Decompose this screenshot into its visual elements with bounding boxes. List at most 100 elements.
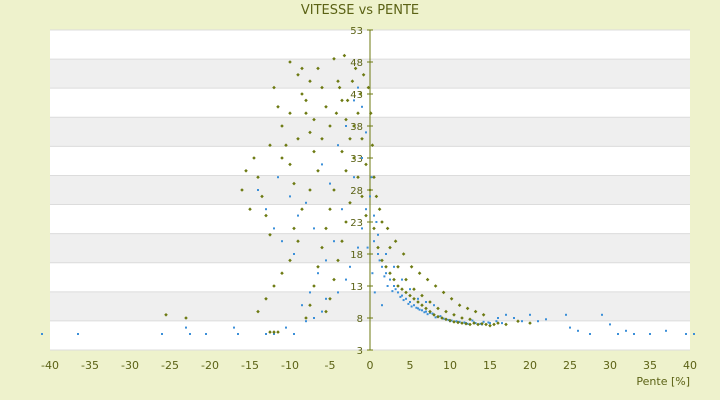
data-point-series-2 <box>292 181 296 186</box>
data-point-series-2 <box>473 309 478 314</box>
data-point-series-1 <box>345 278 347 281</box>
data-point-series-1 <box>417 307 419 310</box>
data-point-series-1 <box>321 310 323 313</box>
data-point-series-1 <box>301 304 303 307</box>
data-point-series-1 <box>425 310 427 313</box>
data-point-series-1 <box>397 291 399 294</box>
data-point-series-1 <box>337 144 339 147</box>
data-point-series-1 <box>417 297 419 300</box>
data-point-series-2 <box>332 188 336 192</box>
data-point-series-2 <box>480 321 484 326</box>
data-point-series-1 <box>373 240 375 243</box>
data-point-series-2 <box>328 207 332 211</box>
data-point-series-1 <box>482 320 485 323</box>
data-point-series-2 <box>260 194 264 199</box>
data-point-series-2 <box>268 233 272 237</box>
y-tick-label: 53 <box>350 26 363 37</box>
data-point-series-2 <box>449 297 454 301</box>
data-point-series-1 <box>495 320 498 323</box>
y-tick-label: 38 <box>350 122 363 133</box>
data-point-series-2 <box>376 245 380 250</box>
data-point-series-2 <box>324 105 328 109</box>
data-point-series-1 <box>365 131 367 134</box>
data-point-series-1 <box>329 182 331 185</box>
data-point-series-1 <box>393 265 395 268</box>
data-point-series-1 <box>489 322 491 325</box>
data-point-series-1 <box>439 315 442 318</box>
data-point-series-2 <box>366 85 371 90</box>
data-point-series-1 <box>513 317 515 319</box>
data-point-series-2 <box>296 239 300 243</box>
data-point-series-2 <box>364 162 368 167</box>
data-point-series-1 <box>369 195 371 198</box>
data-point-series-1 <box>285 326 287 329</box>
data-point-series-2 <box>420 293 424 298</box>
y-tick-label: 8 <box>357 314 363 325</box>
data-point-series-2 <box>452 313 456 317</box>
data-point-series-2 <box>457 303 462 307</box>
data-point-series-1 <box>405 297 407 300</box>
x-tick-label: 15 <box>483 359 497 372</box>
data-point-series-2 <box>340 149 344 154</box>
data-point-series-2 <box>412 297 416 301</box>
data-point-series-2 <box>272 85 276 90</box>
data-point-series-1 <box>273 333 275 335</box>
data-point-series-2 <box>433 284 438 288</box>
data-point-series-1 <box>409 288 411 291</box>
data-point-series-2 <box>476 322 480 327</box>
data-point-series-1 <box>378 259 381 262</box>
data-point-series-2 <box>420 303 424 307</box>
data-point-series-1 <box>609 323 611 326</box>
data-point-series-1 <box>529 313 531 316</box>
data-point-series-2 <box>440 316 444 320</box>
data-point-series-1 <box>401 294 403 297</box>
data-point-series-1 <box>313 227 315 230</box>
data-point-series-1 <box>325 297 327 300</box>
data-point-series-2 <box>320 137 324 141</box>
data-point-series-2 <box>401 252 406 256</box>
data-point-series-2 <box>240 188 244 192</box>
data-point-series-2 <box>352 124 356 128</box>
data-point-series-2 <box>344 169 348 173</box>
x-tick-label: 40 <box>683 359 697 372</box>
data-point-series-2 <box>342 53 347 58</box>
data-point-series-1 <box>297 214 299 217</box>
data-point-series-2 <box>484 322 488 327</box>
data-point-series-1 <box>365 208 367 211</box>
data-point-series-2 <box>528 321 532 325</box>
data-point-series-2 <box>358 92 363 96</box>
data-point-series-2 <box>393 239 398 243</box>
data-point-series-2 <box>276 105 280 109</box>
data-point-series-1 <box>353 99 355 102</box>
data-point-series-2 <box>344 117 348 122</box>
data-point-series-2 <box>300 92 304 96</box>
data-point-series-2 <box>388 271 392 275</box>
data-point-series-1 <box>353 176 355 179</box>
data-point-series-1 <box>333 240 335 243</box>
data-point-series-1 <box>426 313 429 316</box>
data-point-series-2 <box>380 220 384 224</box>
data-point-series-1 <box>265 333 267 335</box>
data-point-series-1 <box>633 333 635 335</box>
data-point-series-1 <box>565 313 567 316</box>
data-point-series-2 <box>264 297 268 301</box>
data-point-series-2 <box>460 321 464 325</box>
data-point-series-2 <box>516 319 520 323</box>
data-point-series-2 <box>280 156 284 160</box>
data-point-series-2 <box>424 306 428 311</box>
x-tick-label: 0 <box>367 359 374 372</box>
data-point-series-2 <box>436 314 440 319</box>
data-point-series-2 <box>334 111 339 115</box>
data-point-series-2 <box>288 258 292 263</box>
data-point-series-1 <box>357 86 359 89</box>
data-point-series-1 <box>377 253 379 255</box>
data-point-series-1 <box>487 321 490 324</box>
x-tick-label: -20 <box>201 359 219 372</box>
data-point-series-2 <box>328 297 332 301</box>
data-point-series-2 <box>412 287 416 291</box>
data-point-series-1 <box>373 291 376 294</box>
data-point-series-1 <box>393 285 395 287</box>
x-tick-label: -10 <box>281 359 299 372</box>
data-point-series-2 <box>416 300 420 304</box>
data-point-series-2 <box>288 111 292 115</box>
